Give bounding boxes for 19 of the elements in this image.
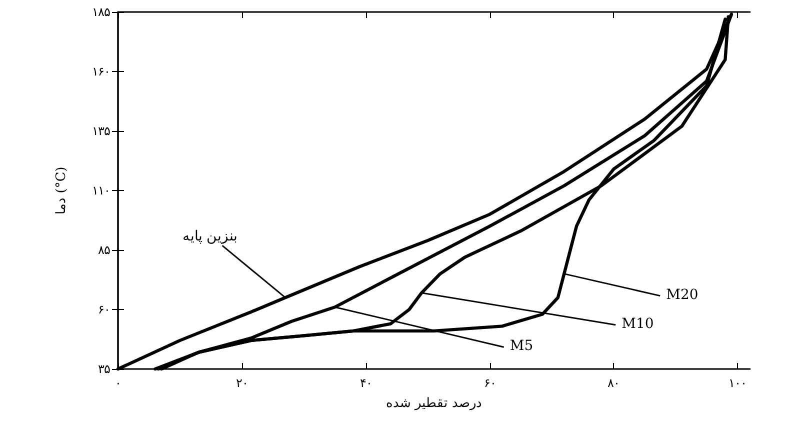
x-tick-label: ۱۰۰	[728, 376, 747, 390]
y-tick-label: ۸۵	[98, 243, 110, 257]
y-tick-label: ۱۶۰	[92, 64, 110, 78]
x-tick-label: ۶۰	[484, 376, 496, 390]
annotation: M5	[510, 338, 534, 354]
annotation: M10	[622, 316, 654, 332]
x-tick-label: ۸۰	[608, 376, 620, 390]
y-tick-label: ۳۵	[98, 362, 110, 376]
y-tick-label: ۱۱۰	[92, 184, 110, 198]
y-axis-title: دما (°C)	[54, 166, 69, 214]
x-tick-label: ۰	[115, 376, 121, 390]
x-tick-label: ۲۰	[236, 376, 248, 390]
y-tick-label: ۱۸۵	[92, 5, 110, 19]
x-tick-label: ۴۰	[360, 376, 372, 390]
annotation: M20	[666, 286, 698, 303]
annotation: بنزین پایه	[182, 228, 238, 245]
x-axis-title: درصد تقطیر شده	[386, 396, 482, 411]
y-tick-label: ۶۰	[98, 302, 110, 316]
y-tick-label: ۱۳۵	[92, 124, 110, 138]
